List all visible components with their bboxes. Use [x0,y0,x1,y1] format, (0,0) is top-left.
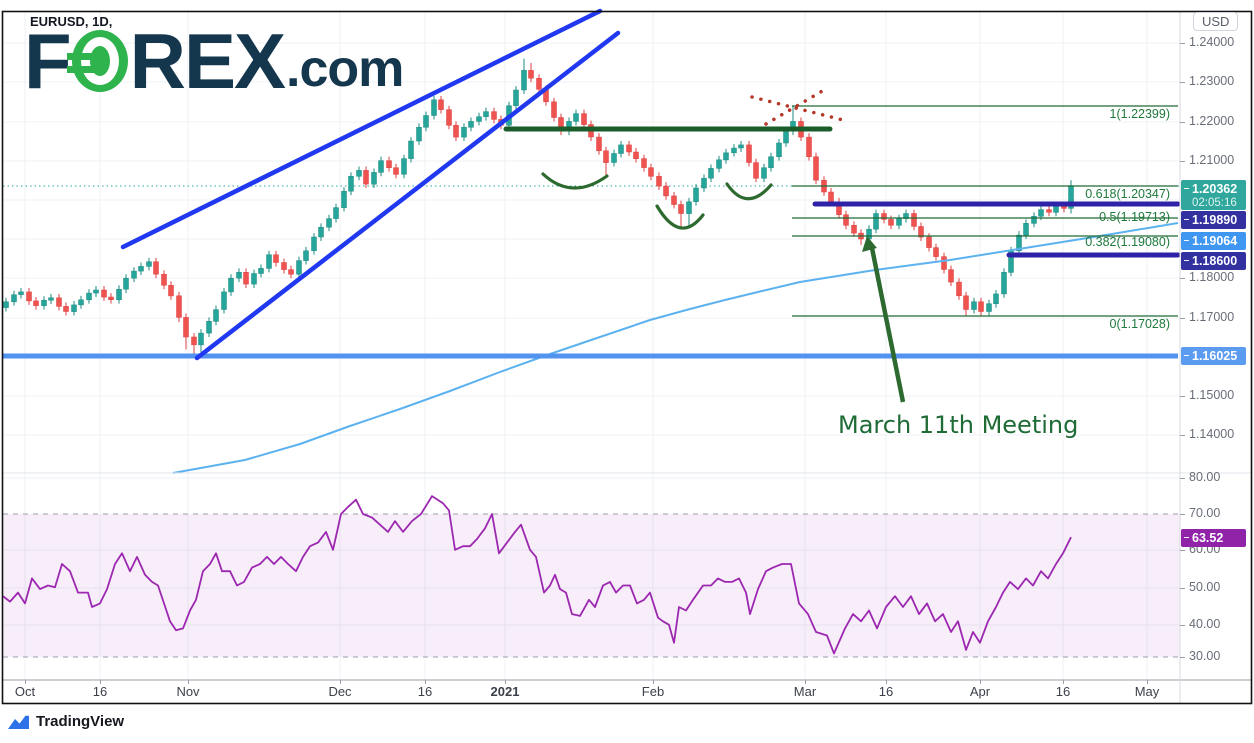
time-tick [1063,680,1064,684]
fib-level-label: 0.5(1.19713) [1099,210,1170,224]
time-tick [1147,680,1148,684]
tradingview-attribution[interactable]: TradingView [8,713,124,730]
time-axis-label: Oct [14,684,36,699]
fib-level-label: 0.382(1.19080) [1085,235,1170,249]
fib-level-label: 1(1.22399) [1109,107,1170,121]
price-axis-label: 1.18000 [1189,270,1235,284]
time-tick [100,680,101,684]
axis-tick [1180,478,1185,479]
time-axis-label: May [1134,684,1160,699]
price-axis-label: 1.22000 [1189,114,1235,128]
logo-suffix: .com [286,40,404,98]
time-axis-label: 16 [1055,684,1071,699]
axis-tick [1180,396,1185,397]
time-tick [25,680,26,684]
logo-letter-f: F [24,17,72,105]
axis-tick [1180,318,1185,319]
time-axis-label: 16 [878,684,894,699]
time-tick [980,680,981,684]
price-axis-label: 1.23000 [1189,74,1235,88]
time-axis-label: 16 [92,684,108,699]
axis-tick [1180,588,1185,589]
axis-tick [1180,550,1185,551]
time-axis-label: Nov [176,684,200,699]
axis-tick [1180,278,1185,279]
fib-level-label: 0(1.17028) [1109,317,1170,331]
fib-level-label: 0.618(1.20347) [1085,187,1170,201]
time-tick [886,680,887,684]
time-axis-label: Dec [328,684,352,699]
axis-tick [1180,435,1185,436]
price-axis-label: 30.00 [1189,649,1221,663]
price-axis-label: 80.00 [1189,470,1221,484]
price-marker: 1.19890 [1181,211,1246,229]
time-axis-label: Apr [969,684,991,699]
price-axis-label: 1.24000 [1189,35,1235,49]
price-axis-label: 40.00 [1189,617,1221,631]
time-tick [505,680,506,684]
price-marker: 1.20362 02:05:16 [1181,180,1246,210]
time-axis-label: 16 [417,684,433,699]
axis-tick [1180,82,1185,83]
price-marker: 1.19064 [1181,232,1246,250]
axis-tick [1180,161,1185,162]
tradingview-icon [8,713,29,729]
time-axis-label: Mar [793,684,817,699]
time-axis-label: 2021 [490,684,520,699]
time-tick [653,680,654,684]
time-axis-label: Feb [641,684,665,699]
time-tick [188,680,189,684]
axis-tick [1180,625,1185,626]
price-marker: 1.16025 [1181,347,1246,365]
price-axis-label: 70.00 [1189,506,1221,520]
axis-tick [1180,514,1185,515]
price-axis-label: 1.17000 [1189,310,1235,324]
logo-letters-rex: REX [129,17,286,105]
time-tick [805,680,806,684]
forex-com-logo: F REX .com [24,17,404,105]
time-tick [340,680,341,684]
price-axis-label: 1.21000 [1189,153,1235,167]
time-tick [425,680,426,684]
tradingview-label: TradingView [36,713,125,730]
price-axis-label: 50.00 [1189,580,1221,594]
annotation-march-meeting: March 11th Meeting [838,411,1079,439]
price-marker: 63.52 [1181,529,1246,547]
logo-euro-o-icon [66,30,128,92]
axis-tick [1180,43,1185,44]
price-marker: 1.18600 [1181,252,1246,270]
axis-tick [1180,657,1185,658]
price-axis-label: 1.14000 [1189,427,1235,441]
price-axis-label: 1.15000 [1189,388,1235,402]
axis-tick [1180,122,1185,123]
symbol-title: EURUSD, 1D, [30,14,113,29]
currency-button[interactable]: USD [1193,12,1239,31]
